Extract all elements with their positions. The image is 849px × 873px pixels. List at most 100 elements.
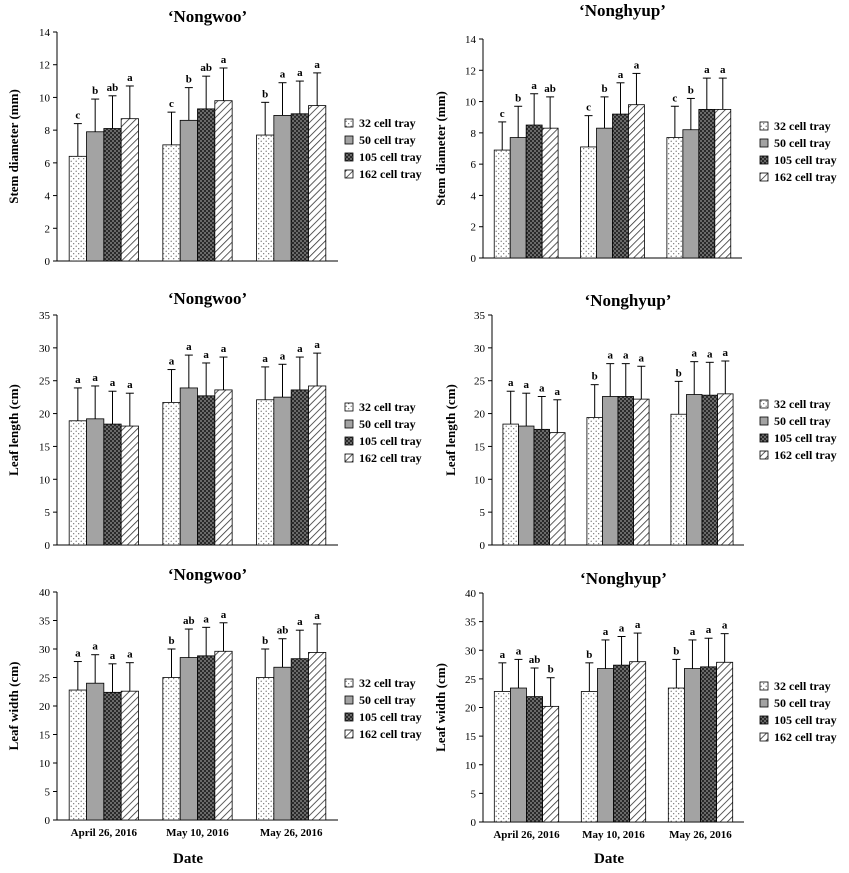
bar-p1-s1-c0 (86, 131, 105, 262)
bar-p4-s2-c2 (701, 394, 718, 546)
legend-swatch (759, 450, 769, 460)
legend-swatch (759, 715, 769, 725)
significance-letter: a (262, 353, 268, 365)
significance-letter: c (75, 110, 80, 122)
significance-letter: ab (544, 83, 556, 95)
significance-letter: a (516, 645, 522, 657)
significance-letter: a (127, 649, 133, 661)
legend-swatch (344, 436, 354, 446)
bar-p1-s2-c1 (197, 108, 216, 262)
x-category-label: May 26, 2016 (669, 829, 732, 841)
significance-letter: a (186, 341, 192, 353)
bar-p2-s1-c1 (596, 127, 613, 259)
y-axis-label: Stem diameter (mm) (433, 91, 448, 206)
bar-p3-s0-c2 (256, 399, 275, 546)
significance-letter: a (221, 54, 227, 66)
y-tick-label: 15 (474, 441, 486, 453)
y-tick-label: 15 (39, 441, 51, 453)
y-tick-label: 20 (39, 409, 51, 421)
bar-p4-s3-c0 (549, 432, 566, 546)
y-tick-label: 30 (474, 343, 486, 355)
x-category-label: May 10, 2016 (582, 829, 645, 841)
significance-letter: ab (183, 615, 195, 627)
significance-letter: a (531, 80, 537, 92)
significance-letter: b (186, 74, 192, 86)
significance-letter: b (262, 88, 268, 100)
significance-letter: a (690, 626, 696, 638)
significance-letter: a (280, 350, 286, 362)
bar-p6-s0-c2 (667, 687, 685, 823)
legend-label: 105 cell tray (359, 710, 422, 724)
bar-p2-s3-c1 (628, 104, 645, 259)
legend-swatch (344, 678, 354, 688)
legend-swatch (344, 152, 354, 162)
legend-swatch (759, 732, 769, 742)
significance-letter: a (221, 343, 227, 355)
significance-letter: a (221, 609, 227, 621)
bar-p2-s0-c2 (666, 137, 684, 259)
x-category-label: May 10, 2016 (166, 827, 229, 839)
y-tick-label: 8 (45, 125, 51, 137)
y-tick-label: 10 (39, 474, 51, 486)
bar-p5-s3-c1 (214, 650, 233, 821)
y-tick-label: 15 (39, 730, 51, 742)
y-tick-label: 6 (45, 158, 51, 170)
y-tick-label: 25 (39, 673, 51, 685)
panel-title: ‘Nonghyup’ (579, 1, 666, 20)
significance-letter: a (707, 348, 713, 360)
legend-label: 162 cell tray (359, 167, 422, 181)
significance-letter: a (555, 386, 561, 398)
y-tick-label: 8 (471, 128, 477, 140)
y-tick-label: 10 (465, 97, 477, 109)
legend-swatch (344, 729, 354, 739)
y-tick-label: 2 (471, 222, 477, 234)
significance-letter: a (314, 610, 320, 622)
significance-letter: ab (277, 625, 289, 637)
y-tick-label: 0 (471, 253, 477, 265)
significance-letter: c (500, 108, 505, 120)
legend-label: 105 cell tray (774, 431, 837, 445)
y-axis-label: Leaf width (cm) (433, 663, 448, 752)
chart-panel-p3: 0 5 10 15 20 25 30 35 Leaf length (cm) ‘Nongwoo’ a… (6, 289, 422, 552)
y-tick-label: 5 (480, 507, 486, 519)
bar-p1-s3-c2 (308, 105, 327, 262)
legend-swatch (344, 419, 354, 429)
legend-swatch (759, 121, 769, 131)
legend-swatch (759, 138, 769, 148)
bar-p3-s3-c1 (214, 389, 233, 546)
legend-label: 50 cell tray (359, 417, 416, 431)
significance-letter: a (92, 641, 98, 653)
bar-p4-s0-c2 (670, 413, 687, 546)
y-tick-label: 10 (39, 758, 51, 770)
chart-panel-p5: 0 5 10 15 20 25 30 35 40 Leaf width (cm) ‘Nongwoo’… (6, 565, 422, 839)
bar-p4-s1-c0 (518, 425, 535, 546)
bar-p1-s0-c2 (256, 134, 275, 262)
chart-panel-p2: 0 2 4 6 8 10 12 14 Stem diameter (mm) ‘Nonghyup’ c… (433, 1, 837, 265)
y-tick-label: 25 (465, 674, 477, 686)
legend-label: 50 cell tray (359, 693, 416, 707)
significance-letter: a (500, 649, 506, 661)
significance-letter: a (603, 626, 609, 638)
bar-p6-s1-c0 (510, 687, 527, 823)
y-tick-label: 10 (39, 92, 51, 104)
significance-letter: a (691, 348, 697, 360)
legend-swatch (759, 681, 769, 691)
legend-label: 32 cell tray (359, 676, 416, 690)
legend-swatch (759, 155, 769, 165)
legend-label: 162 cell tray (359, 451, 422, 465)
significance-letter: b (92, 85, 98, 97)
significance-letter: b (168, 635, 174, 647)
significance-letter: a (720, 64, 726, 76)
significance-letter: c (672, 92, 677, 104)
legend-swatch (759, 433, 769, 443)
y-tick-label: 10 (465, 760, 477, 772)
significance-letter: a (75, 374, 81, 386)
bar-p3-s1-c0 (86, 418, 105, 546)
bar-p2-s1-c2 (682, 129, 700, 259)
legend-swatch (759, 172, 769, 182)
significance-letter: a (127, 72, 133, 84)
bar-p4-s1-c2 (686, 394, 703, 546)
y-tick-label: 4 (471, 190, 477, 202)
significance-letter: a (523, 379, 529, 391)
